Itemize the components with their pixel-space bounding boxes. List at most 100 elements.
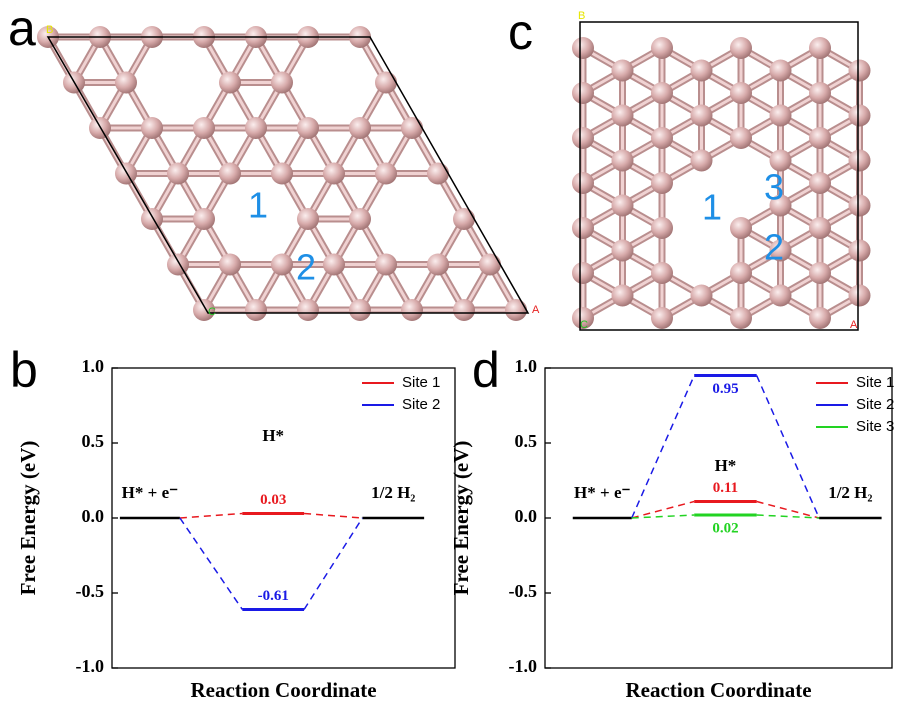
- value-label: 0.95: [712, 381, 738, 397]
- atom: [612, 150, 634, 172]
- axis-label: B: [578, 10, 585, 22]
- site-label: 1: [702, 187, 722, 228]
- axis-label: C: [208, 306, 216, 318]
- atom: [245, 299, 267, 321]
- connector: [180, 518, 242, 610]
- atom: [849, 195, 871, 217]
- atom: [612, 105, 634, 127]
- atom: [770, 60, 792, 82]
- atom: [193, 208, 215, 230]
- connector: [304, 514, 362, 519]
- site-label: 2: [764, 227, 784, 268]
- legend-label: Site 3: [856, 418, 894, 435]
- state-label: H* + e⁻: [574, 483, 630, 502]
- site-label: 2: [296, 247, 316, 288]
- atom: [612, 195, 634, 217]
- atom: [572, 37, 594, 59]
- legend-label: Site 2: [402, 396, 440, 413]
- y-tick-label: 0.0: [82, 506, 105, 526]
- connector: [632, 376, 694, 519]
- state-label: 1/2 H₂: [371, 483, 415, 502]
- atom: [115, 163, 137, 185]
- atom: [427, 163, 449, 185]
- atom: [115, 72, 137, 94]
- atom: [141, 208, 163, 230]
- site-label: 1: [248, 185, 268, 226]
- x-axis-label: Reaction Coordinate: [190, 678, 376, 702]
- atom: [572, 127, 594, 149]
- atom: [770, 105, 792, 127]
- atom: [651, 127, 673, 149]
- atom: [219, 72, 241, 94]
- atom: [572, 217, 594, 239]
- y-tick-label: 0.0: [515, 506, 538, 526]
- atom: [401, 299, 423, 321]
- atom: [849, 150, 871, 172]
- atom: [505, 299, 527, 321]
- state-label: H*: [262, 426, 284, 445]
- atom: [323, 254, 345, 276]
- atom: [770, 285, 792, 307]
- state-label: 1/2 H₂: [828, 483, 872, 502]
- atom: [691, 60, 713, 82]
- atom: [809, 262, 831, 284]
- atom: [849, 240, 871, 262]
- y-axis-label: Free Energy (eV): [449, 441, 473, 596]
- atom: [691, 285, 713, 307]
- atom: [572, 172, 594, 194]
- state-label: H* + e⁻: [122, 483, 178, 502]
- atom: [612, 60, 634, 82]
- value-label: -0.61: [258, 588, 289, 604]
- atom: [297, 117, 319, 139]
- atom: [141, 117, 163, 139]
- atom: [572, 82, 594, 104]
- panel-label: d: [472, 342, 500, 398]
- atom: [349, 208, 371, 230]
- legend-label: Site 2: [856, 396, 894, 413]
- atom: [572, 262, 594, 284]
- atom: [730, 37, 752, 59]
- atom: [730, 307, 752, 329]
- atom: [730, 262, 752, 284]
- atom: [651, 172, 673, 194]
- atom: [809, 37, 831, 59]
- atom: [809, 217, 831, 239]
- atom: [809, 172, 831, 194]
- connector: [757, 502, 819, 519]
- axis-label: B: [46, 24, 53, 36]
- y-tick-label: 0.5: [82, 431, 105, 451]
- panel-label: b: [10, 342, 38, 398]
- connector: [757, 376, 819, 519]
- atom: [245, 117, 267, 139]
- atom: [651, 37, 673, 59]
- y-tick-label: -1.0: [76, 656, 105, 676]
- atom: [691, 105, 713, 127]
- atom: [453, 299, 475, 321]
- state-label: H*: [715, 456, 737, 475]
- structure-a: [37, 26, 527, 321]
- atom: [349, 117, 371, 139]
- atom: [651, 82, 673, 104]
- atom: [375, 72, 397, 94]
- atom: [849, 285, 871, 307]
- panel-label: c: [508, 4, 533, 60]
- y-tick-label: 1.0: [515, 356, 538, 376]
- atom: [730, 217, 752, 239]
- atom: [271, 163, 293, 185]
- atom: [323, 163, 345, 185]
- atom: [219, 254, 241, 276]
- connector: [304, 518, 362, 610]
- y-tick-label: 0.5: [515, 431, 538, 451]
- atom: [691, 150, 713, 172]
- panel-label: a: [8, 0, 36, 56]
- atom: [849, 60, 871, 82]
- atom: [401, 117, 423, 139]
- value-label: 0.11: [713, 480, 738, 496]
- atom: [730, 82, 752, 104]
- atom: [479, 254, 501, 276]
- connector: [632, 515, 694, 518]
- y-tick-label: -1.0: [509, 656, 538, 676]
- y-tick-label: -0.5: [76, 581, 105, 601]
- atom: [349, 299, 371, 321]
- x-axis-label: Reaction Coordinate: [625, 678, 811, 702]
